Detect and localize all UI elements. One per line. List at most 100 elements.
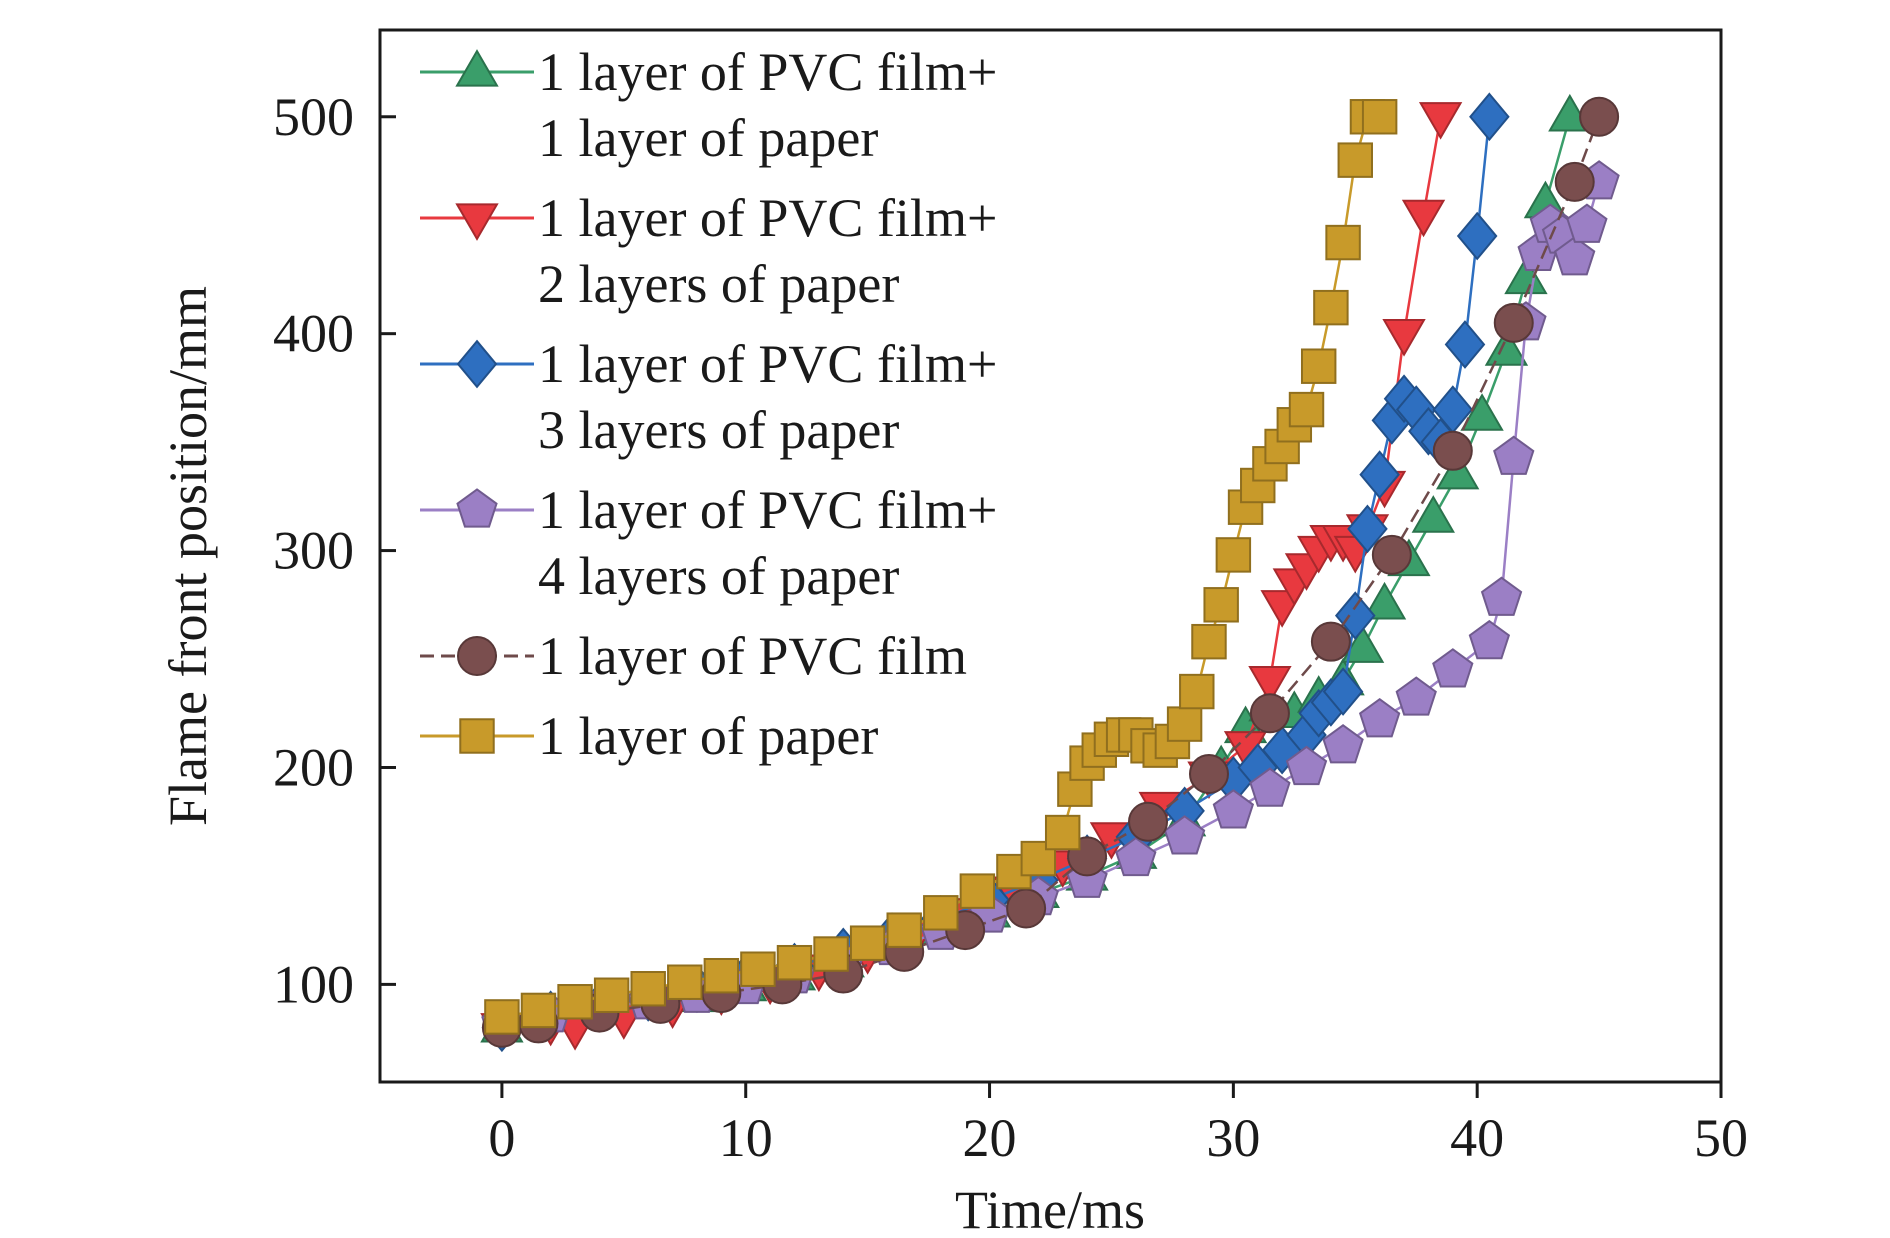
x-tick-label: 20 [963, 1108, 1017, 1168]
data-point [1358, 698, 1401, 738]
data-point [1401, 199, 1446, 238]
legend-label: 1 layer of paper [538, 706, 878, 766]
data-point [1337, 142, 1373, 178]
data-point [923, 895, 959, 931]
data-point [1248, 666, 1292, 704]
series-6 [484, 99, 1398, 1035]
legend-label: 4 layers of paper [538, 546, 899, 606]
y-tick-label: 200 [273, 737, 354, 797]
data-point [1340, 625, 1385, 663]
legend-label: 1 layer of PVC film+ [538, 188, 997, 248]
data-point [776, 944, 813, 981]
data-point [484, 999, 520, 1035]
x-tick-label: 40 [1450, 1108, 1504, 1168]
data-point [1215, 537, 1252, 573]
data-point [1334, 591, 1376, 641]
data-point [1285, 745, 1328, 786]
data-point [1435, 451, 1480, 490]
legend-marker [456, 488, 498, 528]
data-point [1249, 767, 1291, 807]
data-point [813, 936, 849, 972]
data-point [1313, 289, 1349, 326]
legend-marker [455, 49, 499, 87]
legend-entry-1: 1 layer of PVC film+1 layer of paper [420, 42, 997, 168]
data-point [1191, 623, 1227, 660]
y-tick-label: 100 [273, 954, 354, 1014]
legend-label: 1 layer of PVC film+ [538, 334, 997, 394]
data-point [1484, 328, 1529, 366]
legend-label: 1 layer of PVC film [538, 626, 967, 686]
data-point [1554, 235, 1596, 276]
data-point [1566, 203, 1608, 243]
data-point [1188, 753, 1229, 794]
data-point [667, 964, 703, 1000]
legend-label: 1 layer of paper [538, 108, 878, 168]
data-point [1362, 581, 1407, 620]
y-axis-title: Flame front position/mm [158, 286, 218, 826]
data-point [1432, 648, 1474, 688]
data-point [1179, 673, 1215, 710]
data-point [1493, 302, 1534, 343]
data-point [1249, 693, 1290, 734]
data-point [1411, 495, 1455, 533]
data-point [630, 971, 666, 1007]
data-point [1322, 667, 1364, 716]
data-point [1115, 836, 1157, 877]
legend-entry-5: 1 layer of PVC film [420, 626, 967, 686]
data-point [1371, 534, 1412, 575]
y-tick-label: 500 [273, 87, 354, 147]
data-point [703, 957, 740, 994]
data-point [959, 873, 996, 909]
data-point [557, 984, 593, 1020]
x-tick-label: 10 [719, 1108, 773, 1168]
data-point [1347, 504, 1388, 554]
x-tick-label: 0 [488, 1108, 515, 1168]
data-point [1432, 430, 1473, 471]
data-point [886, 912, 922, 948]
data-point [1322, 724, 1364, 764]
data-point [1469, 92, 1510, 142]
plot-area [378, 28, 1723, 1084]
data-point [1359, 450, 1400, 500]
legend-marker [455, 203, 499, 241]
data-point [1361, 99, 1398, 135]
legend-marker [456, 339, 498, 389]
y-axis: 100 200 300 400 500 [273, 87, 396, 1014]
data-point [1493, 435, 1535, 475]
data-point [593, 977, 630, 1013]
data-point [1203, 587, 1239, 623]
data-point [1128, 801, 1169, 842]
legend-label: 3 layers of paper [538, 400, 899, 460]
data-point [1325, 224, 1361, 261]
legend-entry-3: 1 layer of PVC film+3 layers of paper [420, 334, 997, 460]
legend-marker [459, 718, 495, 754]
data-point [1006, 888, 1047, 929]
axes-frame [378, 28, 1723, 1084]
data-point [1468, 619, 1511, 660]
x-axis-title: Time/ms [955, 1180, 1145, 1238]
y-tick-label: 400 [273, 304, 354, 364]
legend-label: 1 layer of PVC film+ [538, 480, 997, 540]
legend-label: 1 layer of PVC film+ [538, 42, 997, 102]
data-point [740, 951, 776, 987]
legend-entry-4: 1 layer of PVC film+4 layers of paper [420, 480, 997, 606]
data-point [1554, 161, 1595, 202]
data-point [1460, 393, 1504, 431]
data-point [1444, 320, 1486, 369]
series-layer [480, 92, 1620, 1053]
legend-entry-2: 1 layer of PVC film+2 layers of paper [420, 188, 997, 314]
data-point [1166, 706, 1203, 742]
data-point [1418, 102, 1463, 140]
data-point [1300, 348, 1337, 384]
data-point [1044, 814, 1081, 851]
x-tick-label: 50 [1694, 1108, 1748, 1168]
data-point [1579, 96, 1620, 137]
legend-label: 2 layers of paper [538, 254, 899, 314]
x-tick-label: 30 [1206, 1108, 1260, 1168]
data-point [849, 925, 886, 961]
data-point [520, 992, 557, 1029]
legend-entry-6: 1 layer of paper [420, 706, 878, 766]
data-point [1480, 576, 1523, 616]
